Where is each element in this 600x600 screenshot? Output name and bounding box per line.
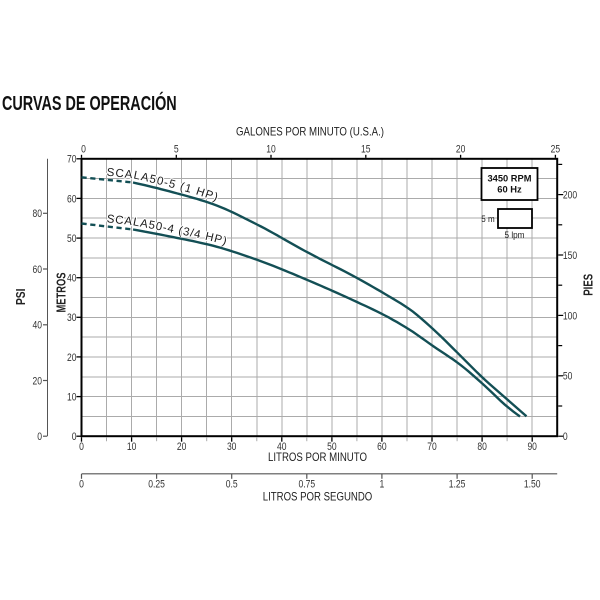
svg-text:PSI: PSI xyxy=(15,289,28,306)
svg-text:30: 30 xyxy=(227,441,237,453)
svg-text:20: 20 xyxy=(67,352,77,364)
svg-text:0.75: 0.75 xyxy=(298,479,315,491)
svg-text:60: 60 xyxy=(377,441,387,453)
svg-text:LITROS POR SEGUNDO: LITROS POR SEGUNDO xyxy=(263,489,373,503)
svg-text:1.25: 1.25 xyxy=(449,479,466,491)
svg-text:150: 150 xyxy=(563,250,577,262)
svg-text:0: 0 xyxy=(81,144,86,156)
svg-text:40: 40 xyxy=(277,441,287,453)
svg-text:40: 40 xyxy=(67,273,77,285)
svg-text:0: 0 xyxy=(72,431,77,443)
svg-text:5 m: 5 m xyxy=(481,214,494,225)
svg-text:10: 10 xyxy=(127,441,137,453)
svg-text:0: 0 xyxy=(79,441,84,453)
svg-text:PIES: PIES xyxy=(582,274,596,296)
svg-text:1.50: 1.50 xyxy=(524,479,541,491)
svg-text:GALONES POR MINUTO (U.S.A.): GALONES POR MINUTO (U.S.A.) xyxy=(236,124,384,138)
svg-text:1: 1 xyxy=(380,479,385,491)
svg-text:10: 10 xyxy=(67,392,77,404)
svg-text:60 Hz: 60 Hz xyxy=(497,185,522,196)
svg-text:100: 100 xyxy=(563,310,577,322)
svg-text:200: 200 xyxy=(563,190,577,202)
svg-text:70: 70 xyxy=(427,441,437,453)
svg-text:0.5: 0.5 xyxy=(226,479,238,491)
svg-text:60: 60 xyxy=(33,264,43,276)
svg-text:80: 80 xyxy=(33,208,43,220)
svg-text:50: 50 xyxy=(67,233,77,245)
svg-text:0: 0 xyxy=(79,479,84,491)
svg-text:70: 70 xyxy=(67,154,77,166)
svg-text:30: 30 xyxy=(67,312,77,324)
svg-text:40: 40 xyxy=(33,320,43,332)
svg-text:20: 20 xyxy=(33,375,43,387)
svg-text:0: 0 xyxy=(563,431,568,443)
svg-text:80: 80 xyxy=(477,441,487,453)
svg-text:25: 25 xyxy=(551,144,561,156)
svg-text:3450 RPM: 3450 RPM xyxy=(488,174,532,185)
svg-text:10: 10 xyxy=(266,144,276,156)
svg-text:20: 20 xyxy=(177,441,187,453)
svg-text:0: 0 xyxy=(37,431,42,443)
svg-text:LITROS POR MINUTO: LITROS POR MINUTO xyxy=(268,450,367,464)
svg-text:5: 5 xyxy=(174,144,179,156)
svg-text:15: 15 xyxy=(361,144,371,156)
svg-text:60: 60 xyxy=(67,193,77,205)
svg-text:90: 90 xyxy=(527,441,537,453)
svg-text:20: 20 xyxy=(456,144,466,156)
svg-text:50: 50 xyxy=(327,441,337,453)
svg-text:METROS: METROS xyxy=(55,272,69,312)
svg-text:5 lpm: 5 lpm xyxy=(505,230,525,241)
svg-text:0.25: 0.25 xyxy=(148,479,165,491)
svg-text:50: 50 xyxy=(563,371,573,383)
